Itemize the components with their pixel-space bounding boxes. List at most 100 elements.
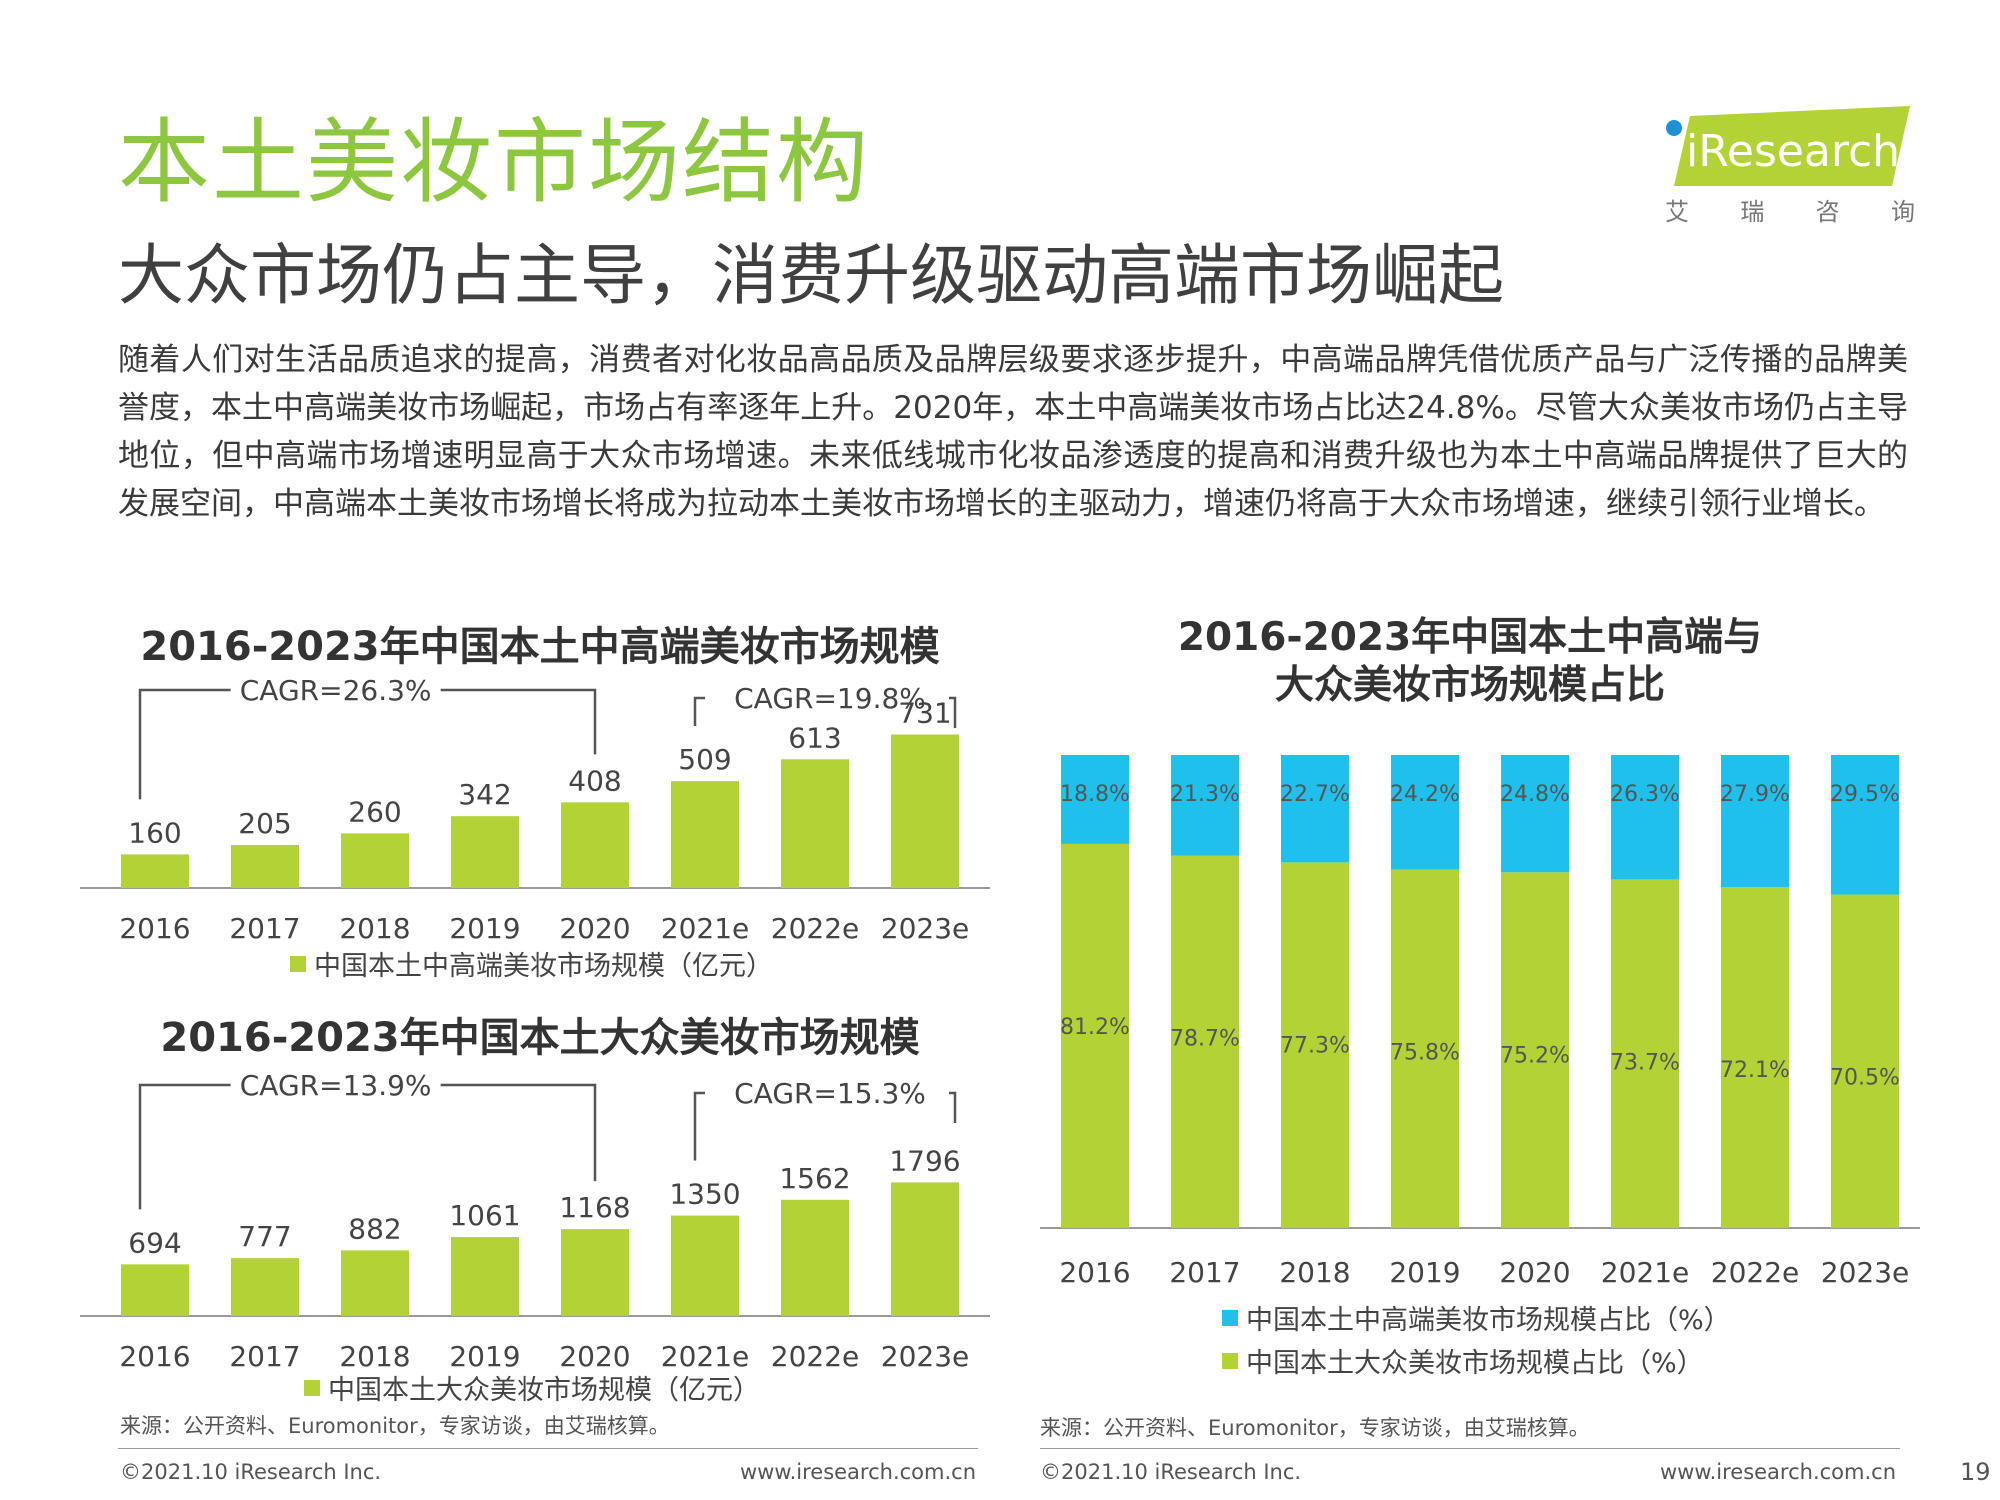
chart1-bar [671,781,739,888]
chart1-tick-label: 2019 [449,912,520,945]
chart3-title-line1: 2016-2023年中国本土中高端与 [1177,615,1763,660]
chart1-value-label: 205 [238,807,291,840]
chart3-bar-mass [1831,894,1899,1228]
legend-swatch-green [304,1379,320,1396]
chart3-bar-high [1721,755,1789,887]
chart3-high-label: 29.5% [1830,782,1900,807]
logo-sub-char: 询 [1890,198,1915,226]
chart1-cagr-bracket-right [949,696,957,728]
footer-divider-left [118,1448,978,1449]
chart2-value-label: 882 [348,1212,401,1245]
chart3-mass-label: 72.1% [1720,1058,1790,1083]
chart3-high-label: 24.8% [1500,782,1570,807]
chart1-value-label: 613 [788,721,841,754]
logo-green-banner [1674,106,1910,186]
chart1-plot: 160 2016 205 2017 260 2018 342 2019 408 2020 509 20… [80,674,990,945]
chart1-tick-label: 2018 [339,912,410,945]
chart3-tick-label: 2023e [1821,1256,1909,1289]
chart1-tick-label: 2021e [661,912,749,945]
chart2-value-label: 694 [128,1226,181,1259]
chart2-value-label: 1061 [449,1199,520,1232]
source-note-left: 来源：公开资料、Euromonitor，专家访谈，由艾瑞核算。 [120,1414,670,1438]
chart3-legend-high: 中国本土中高端美妆市场规模占比（%） [1222,1298,1731,1337]
logo-brand-text: iResearch [1686,126,1900,177]
chart3-title-line2: 大众美妆市场规模占比 [1274,663,1665,708]
legend-swatch-green [290,955,306,972]
chart1-bar [121,854,189,888]
chart3-mass-label: 77.3% [1280,1033,1350,1058]
chart2-tick-label: 2017 [229,1340,300,1373]
chart2-cagr-bracket-left [440,1083,597,1182]
chart2-bar [671,1215,739,1316]
chart3-mass-label: 73.7% [1610,1050,1680,1075]
chart3-tick-label: 2019 [1389,1256,1460,1289]
chart1-cagr-label: CAGR=26.3% [240,674,432,707]
chart3-bar-mass [1611,879,1679,1228]
footer-copyright-right: ©2021.10 iResearch Inc. [1040,1460,1302,1484]
page-subtitle: 大众市场仍占主导，消费升级驱动高端市场崛起 [118,237,1504,314]
chart2-bar [561,1229,629,1316]
chart2-bar [451,1237,519,1316]
chart2-tick-label: 2019 [449,1340,520,1373]
chart3-bar-high [1061,755,1129,844]
chart2-bar [891,1182,959,1316]
chart1-legend-label: 中国本土中高端美妆市场规模（亿元） [314,951,773,982]
chart1-tick-label: 2023e [881,912,969,945]
chart2-legend: 中国本土大众美妆市场规模（亿元） [304,1368,760,1407]
iresearch-logo: iResearch [1666,106,1910,186]
source-note-right: 来源：公开资料、Euromonitor，专家访谈，由艾瑞核算。 [1040,1416,1590,1440]
chart3-high-label: 22.7% [1280,782,1350,807]
chart3-tick-label: 2020 [1499,1256,1570,1289]
chart3-high-label: 21.3% [1170,782,1240,807]
chart3-mass-label: 75.8% [1390,1040,1460,1065]
chart3-bar-high [1831,755,1899,895]
chart1-value-label: 408 [568,764,621,797]
page-title: 本土美妆市场结构 [118,109,871,216]
logo-dot-icon [1666,120,1682,136]
chart2-tick-label: 2020 [559,1340,630,1373]
chart1-title: 2016-2023年中国本土中高端美妆市场规模 [140,624,940,670]
chart3-high-label: 24.2% [1390,782,1460,807]
chart1-bar [451,816,519,888]
chart1-cagr-bracket-right [693,696,705,727]
chart1-tick-label: 2017 [229,912,300,945]
logo-sub-char: 咨 [1815,198,1840,226]
chart3-plot: 18.8% 81.2% 2016 21.3% 78.7% 2017 22.7% 77.3% 20… [1040,755,1920,1289]
chart2-tick-label: 2018 [339,1340,410,1373]
chart2-cagr-label: CAGR=15.3% [734,1077,926,1110]
chart3-bar-mass [1721,886,1789,1228]
chart3-mass-label: 70.5% [1830,1066,1900,1091]
chart1-bar [891,734,959,888]
chart2-bar [781,1199,849,1316]
chart3-bar-mass [1061,843,1129,1228]
chart2-value-label: 777 [238,1220,291,1253]
chart3-bar-mass [1391,869,1459,1228]
chart2-cagr-label: CAGR=13.9% [240,1069,432,1102]
chart3-bar-high [1281,755,1349,863]
chart1-bar [231,844,299,888]
chart1-cagr-bracket-left [440,688,597,755]
chart1-value-label: 731 [898,696,951,729]
chart3-tick-label: 2017 [1169,1256,1240,1289]
chart2-value-label: 1562 [779,1162,850,1195]
chart2-bar [341,1250,409,1316]
page-body-text: 随着人们对生活品质追求的提高，消费者对化妆品高品质及品牌层级要求逐步提升，中高端… [118,342,1908,522]
chart2-bar [121,1264,189,1316]
chart1-bar [341,833,409,888]
chart3-bar-mass [1171,855,1239,1228]
chart3-bar-high [1171,755,1239,856]
chart1-bar [781,759,849,888]
chart3-tick-label: 2021e [1601,1256,1689,1289]
chart2-legend-label: 中国本土大众美妆市场规模（亿元） [328,1375,760,1406]
chart1-value-label: 260 [348,795,401,828]
chart1-cagr-bracket-left [138,688,231,800]
chart1-tick-label: 2020 [559,912,630,945]
chart3-mass-label: 75.2% [1500,1043,1570,1068]
chart3-high-label: 27.9% [1720,782,1790,807]
chart3-tick-label: 2018 [1279,1256,1350,1289]
chart3-high-label: 18.8% [1060,782,1130,807]
chart1-value-label: 509 [678,743,731,776]
chart1-bar [561,802,629,888]
footer-url-right: www.iresearch.com.cn [1660,1460,1897,1484]
footer-url-left: www.iresearch.com.cn [740,1460,977,1484]
